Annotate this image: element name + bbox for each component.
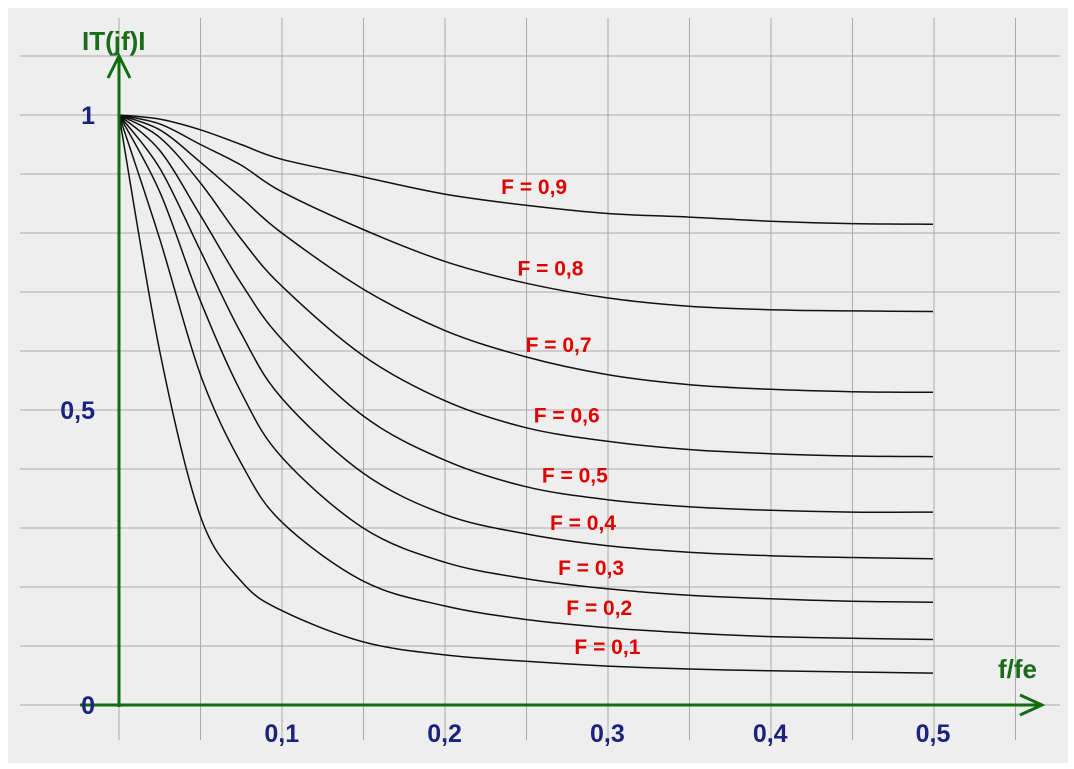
series-label: F = 0,8 — [517, 258, 583, 281]
series-labels: F = 0,9 F = 0,8 F = 0,7 F = 0,6 F = 0,5 F = 0… — [501, 176, 641, 659]
series-label: F = 0,6 — [534, 404, 600, 427]
series-label: F = 0,4 — [550, 512, 616, 535]
series-label: F = 0,5 — [542, 464, 608, 487]
y-tick-label: 0,5 — [60, 397, 95, 425]
y-tick-label: 0 — [81, 692, 95, 720]
y-tick-label: 1 — [81, 102, 95, 130]
plot-background — [8, 8, 1068, 763]
x-tick-label: 0,1 — [264, 720, 299, 748]
x-tick-label: 0,4 — [753, 720, 788, 748]
series-label: F = 0,2 — [566, 597, 632, 620]
series-curve — [118, 114, 934, 225]
tick-labels: 0,1 0,2 0,3 0,4 0,5 0 0,5 1 — [60, 102, 950, 748]
series-curve — [118, 114, 934, 604]
y-axis-label: IT(jf)I — [82, 26, 146, 56]
series-label: F = 0,7 — [526, 334, 592, 357]
x-tick-label: 0,5 — [916, 720, 951, 748]
x-tick-label: 0,2 — [427, 720, 462, 748]
y-axis-arrow — [106, 52, 132, 79]
series-curves — [118, 114, 934, 674]
x-axis-arrow — [1019, 693, 1046, 717]
axes — [80, 52, 1046, 717]
series-curve — [118, 114, 934, 313]
series-curve — [118, 114, 934, 458]
series-curve — [118, 114, 934, 674]
series-label: F = 0,1 — [574, 636, 640, 659]
series-curve — [118, 114, 934, 560]
series-curve — [118, 114, 934, 513]
series-curve — [118, 114, 934, 394]
x-axis-label: f/fe — [998, 654, 1037, 684]
series-label: F = 0,3 — [558, 557, 624, 580]
series-curve — [118, 114, 934, 641]
x-tick-label: 0,3 — [590, 720, 625, 748]
grid — [20, 18, 1060, 740]
series-label: F = 0,9 — [501, 176, 567, 199]
